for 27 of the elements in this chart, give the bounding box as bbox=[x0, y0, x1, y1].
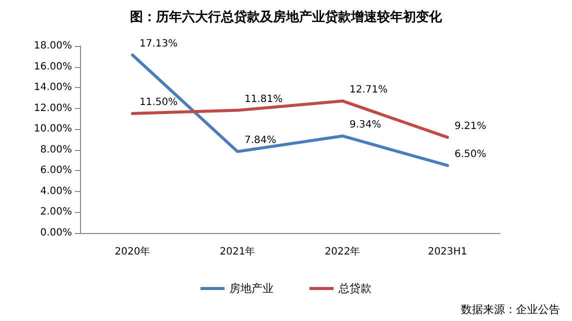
y-tick-label: 12.00% bbox=[34, 102, 72, 114]
y-tick-label: 10.00% bbox=[34, 124, 72, 135]
y-tick-label: 14.00% bbox=[34, 82, 72, 94]
data-label: 9.21% bbox=[454, 120, 486, 132]
x-tick-label: 2020年 bbox=[114, 246, 150, 258]
x-tick-label: 2023H1 bbox=[428, 246, 468, 258]
y-tick-label: 18.00% bbox=[34, 40, 72, 52]
y-tick-label: 16.00% bbox=[34, 61, 72, 72]
x-tick-label: 2022年 bbox=[324, 246, 360, 258]
y-tick-label: 6.00% bbox=[40, 165, 72, 176]
y-tick-label: 4.00% bbox=[40, 186, 72, 197]
data-label: 6.50% bbox=[454, 148, 486, 160]
line-series bbox=[131, 54, 449, 167]
data-label: 7.84% bbox=[244, 135, 276, 146]
data-label: 12.71% bbox=[350, 84, 388, 96]
data-label: 17.13% bbox=[140, 38, 178, 50]
chart-title: 图：历年六大行总贷款及房地产业贷款增速较年初变化 bbox=[130, 9, 443, 25]
data-label: 11.50% bbox=[140, 97, 178, 108]
x-tick-label: 2021年 bbox=[220, 246, 256, 258]
y-tick-label: 2.00% bbox=[40, 206, 72, 218]
legend-label: 房地产业 bbox=[230, 282, 274, 295]
source-note: 数据来源：企业公告 bbox=[461, 303, 560, 316]
data-label: 9.34% bbox=[350, 119, 382, 130]
legend-label: 总贷款 bbox=[338, 282, 372, 295]
data-label: 11.81% bbox=[244, 94, 283, 105]
y-tick-label: 8.00% bbox=[40, 144, 72, 156]
y-tick-label: 0.00% bbox=[40, 228, 72, 238]
